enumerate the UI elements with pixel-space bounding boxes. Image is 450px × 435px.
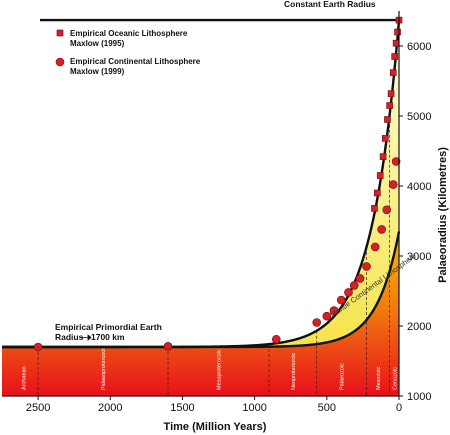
y-tick-label: 4000 xyxy=(407,181,431,193)
x-tick-label: 1000 xyxy=(242,402,266,414)
continental-point xyxy=(382,205,392,215)
mantle-continental-fill xyxy=(2,20,399,347)
era-label: Neoproterozoic xyxy=(291,352,297,390)
constant-radius-label: Constant Earth Radius xyxy=(284,0,376,9)
x-ticks: 2500 2000 1500 1000 500 0 xyxy=(26,396,402,414)
continental-point xyxy=(355,274,365,283)
axes: 2500 2000 1500 1000 500 0 1000200030004000500… xyxy=(2,11,431,414)
era-label: Palaeoproterozoic xyxy=(101,345,107,390)
continental-point xyxy=(336,295,346,305)
y-ticks: 1000 2000 3000 4000 5000 6000 xyxy=(399,41,431,403)
x-axis-title: Time (Million Years) xyxy=(164,421,267,433)
oceanic-point xyxy=(386,102,393,109)
upper-radius-curve xyxy=(2,19,401,349)
oceanic-point xyxy=(384,116,391,123)
legend-circle-marker xyxy=(55,57,65,67)
primordial-label-line1: Empirical Primordial Earth xyxy=(55,322,162,332)
continental-point xyxy=(362,262,371,271)
y-axis-title: Palaeoradius (Kilometres) xyxy=(437,147,449,283)
era-label: Palaeozoic xyxy=(340,363,346,390)
primordial-arrow xyxy=(80,334,92,341)
continental-point xyxy=(312,318,322,327)
curves xyxy=(2,18,401,349)
continental-point xyxy=(329,306,339,315)
y-tick-label: 6000 xyxy=(407,41,431,53)
continental-point xyxy=(33,342,43,352)
fill-layers xyxy=(2,20,399,396)
oceanic-point xyxy=(381,135,389,142)
continental-point xyxy=(271,334,281,344)
legend-item-1-line2: Maxlow (1995) xyxy=(70,39,125,48)
continental-point xyxy=(344,288,353,297)
continental-area-fill xyxy=(2,231,399,396)
legend-item-2-line2: Maxlow (1999) xyxy=(70,67,125,76)
primordial-label-line2: Radius xyxy=(55,332,84,342)
era-label: Mesoproterozoic xyxy=(217,349,223,390)
continental-point xyxy=(163,341,173,351)
oceanic-point xyxy=(389,69,397,76)
era-label: Mesozoic xyxy=(376,367,382,390)
primordial-value: 1700 km xyxy=(91,332,125,342)
era-label: Cenozoic xyxy=(392,367,398,390)
x-tick-label: 500 xyxy=(318,402,336,414)
oceanic-point xyxy=(392,39,400,47)
era-label: Archaean xyxy=(22,366,28,390)
y-tick-label: 1000 xyxy=(407,391,431,403)
y-tick-label: 2000 xyxy=(407,321,431,333)
y-tick-label: 3000 xyxy=(407,251,431,263)
legend-item-2-line1: Empirical Continental Lithosphere xyxy=(70,57,201,66)
continental-point xyxy=(322,311,332,321)
oceanic-point xyxy=(374,189,381,197)
legend-square-marker xyxy=(56,29,64,37)
y-tick-label: 5000 xyxy=(407,111,431,123)
oceanic-point xyxy=(376,172,384,179)
x-tick-label: 2000 xyxy=(98,402,122,414)
era-labels: Archaean Palaeoproterozoic Mesoproterozoic… xyxy=(22,345,399,390)
continental-point xyxy=(388,180,398,189)
x-tick-label: 1500 xyxy=(170,402,194,414)
continental-point xyxy=(391,157,401,166)
legend-item-1-line1: Empirical Oceanic Lithosphere xyxy=(70,29,188,38)
oceanic-point xyxy=(379,153,387,160)
oceanic-point xyxy=(371,205,378,212)
oceanic-point xyxy=(391,53,398,60)
x-tick-label: 0 xyxy=(396,402,402,414)
continental-point xyxy=(349,281,359,290)
oceanic-point xyxy=(387,90,395,97)
oceanic-point xyxy=(394,28,401,36)
era-boundaries xyxy=(37,114,390,396)
continental-point xyxy=(377,225,386,234)
x-tick-label: 2500 xyxy=(26,402,50,414)
continental-point xyxy=(370,242,380,252)
legend: Empirical Oceanic Lithosphere Maxlow (19… xyxy=(55,29,201,76)
data-points xyxy=(33,16,403,352)
